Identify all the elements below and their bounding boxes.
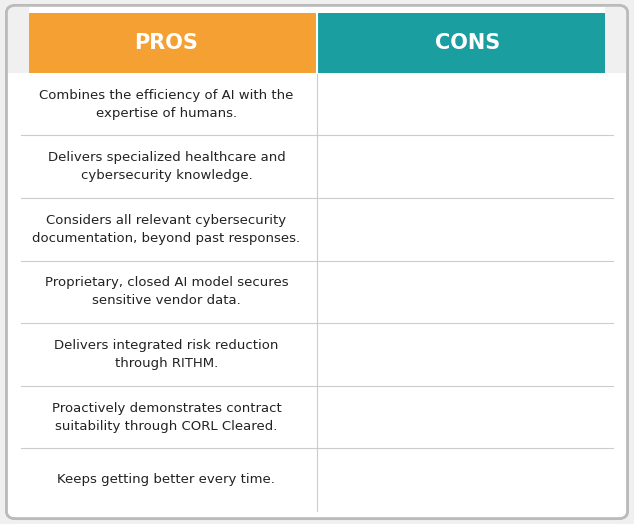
Text: Proactively demonstrates contract
suitability through CORL Cleared.: Proactively demonstrates contract suitab… <box>51 401 281 432</box>
Bar <box>317 13 618 73</box>
Text: CONS: CONS <box>435 33 500 53</box>
Text: PROS: PROS <box>134 33 198 53</box>
Text: Proprietary, closed AI model secures
sensitive vendor data.: Proprietary, closed AI model secures sen… <box>44 276 288 308</box>
Bar <box>16 13 317 73</box>
Text: Considers all relevant cybersecurity
documentation, beyond past responses.: Considers all relevant cybersecurity doc… <box>32 214 301 245</box>
Text: Combines the efficiency of AI with the
expertise of humans.: Combines the efficiency of AI with the e… <box>39 89 294 119</box>
Text: Delivers specialized healthcare and
cybersecurity knowledge.: Delivers specialized healthcare and cybe… <box>48 151 285 182</box>
Text: Delivers integrated risk reduction
through RITHM.: Delivers integrated risk reduction throu… <box>55 339 278 370</box>
Bar <box>605 0 631 73</box>
Text: Keeps getting better every time.: Keeps getting better every time. <box>58 473 275 486</box>
Bar <box>3 0 29 73</box>
FancyBboxPatch shape <box>6 5 628 519</box>
